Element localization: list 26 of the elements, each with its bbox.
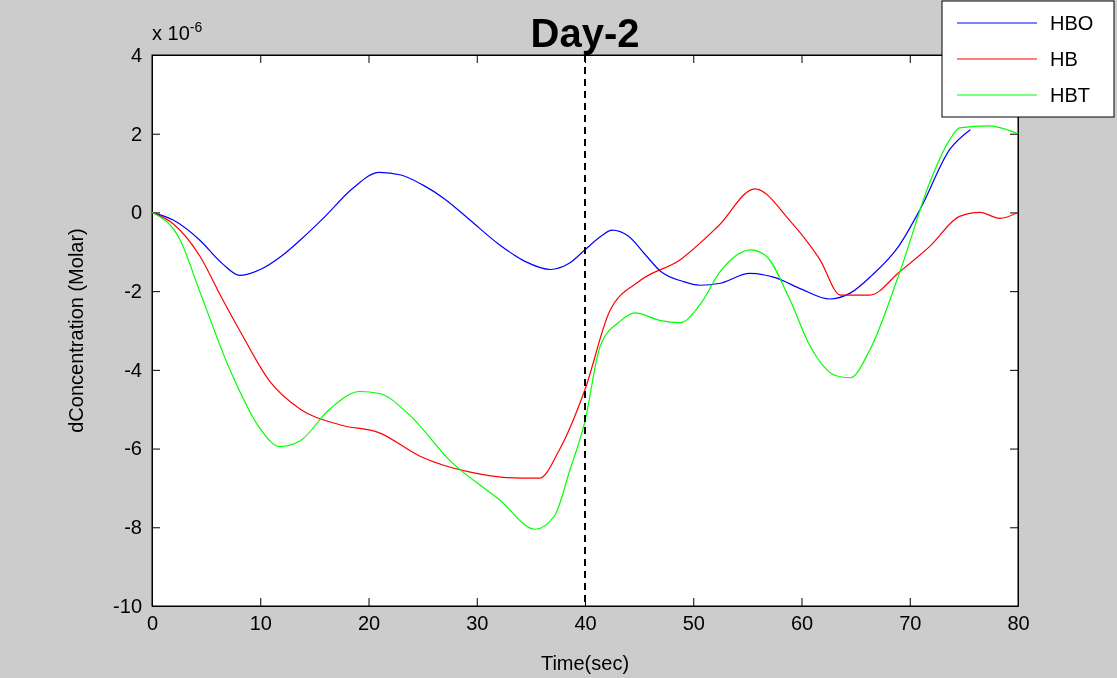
y-axis-title: dConcentration (Molar) (65, 228, 87, 433)
legend-label: HB (1050, 48, 1078, 70)
x-axis-title: Time(sec) (540, 652, 630, 674)
y-tick-label: 2 (130, 122, 142, 145)
x-tick-label: 30 (466, 612, 489, 635)
x-tick-label: 40 (574, 612, 597, 635)
chart-title: Day-2 (530, 11, 640, 55)
x-tick-label: 80 (1007, 612, 1030, 635)
x-tick-label: 70 (899, 612, 922, 635)
legend-label: HBT (1050, 84, 1090, 106)
y-tick-label: -8 (124, 516, 142, 539)
x-tick-label: 0 (146, 612, 159, 635)
legend-label: HBO (1050, 12, 1094, 34)
text: x 10$^{-6}$ (152, 19, 203, 44)
x-tick-label: 60 (790, 612, 814, 635)
y-tick-label: 4 (130, 43, 142, 66)
y-tick-label: -2 (124, 280, 142, 303)
x-tick-label: 10 (249, 612, 272, 635)
x-tick-label: 50 (682, 612, 705, 635)
line-series (151, 125, 1019, 530)
y-tick-label: -4 (124, 358, 142, 381)
y-tick-label: 0 (130, 201, 142, 224)
line-series (151, 129, 971, 300)
y-tick-label: -10 (113, 594, 142, 617)
x-tick-label: 20 (357, 612, 381, 635)
y-tick-label: -6 (124, 437, 142, 460)
